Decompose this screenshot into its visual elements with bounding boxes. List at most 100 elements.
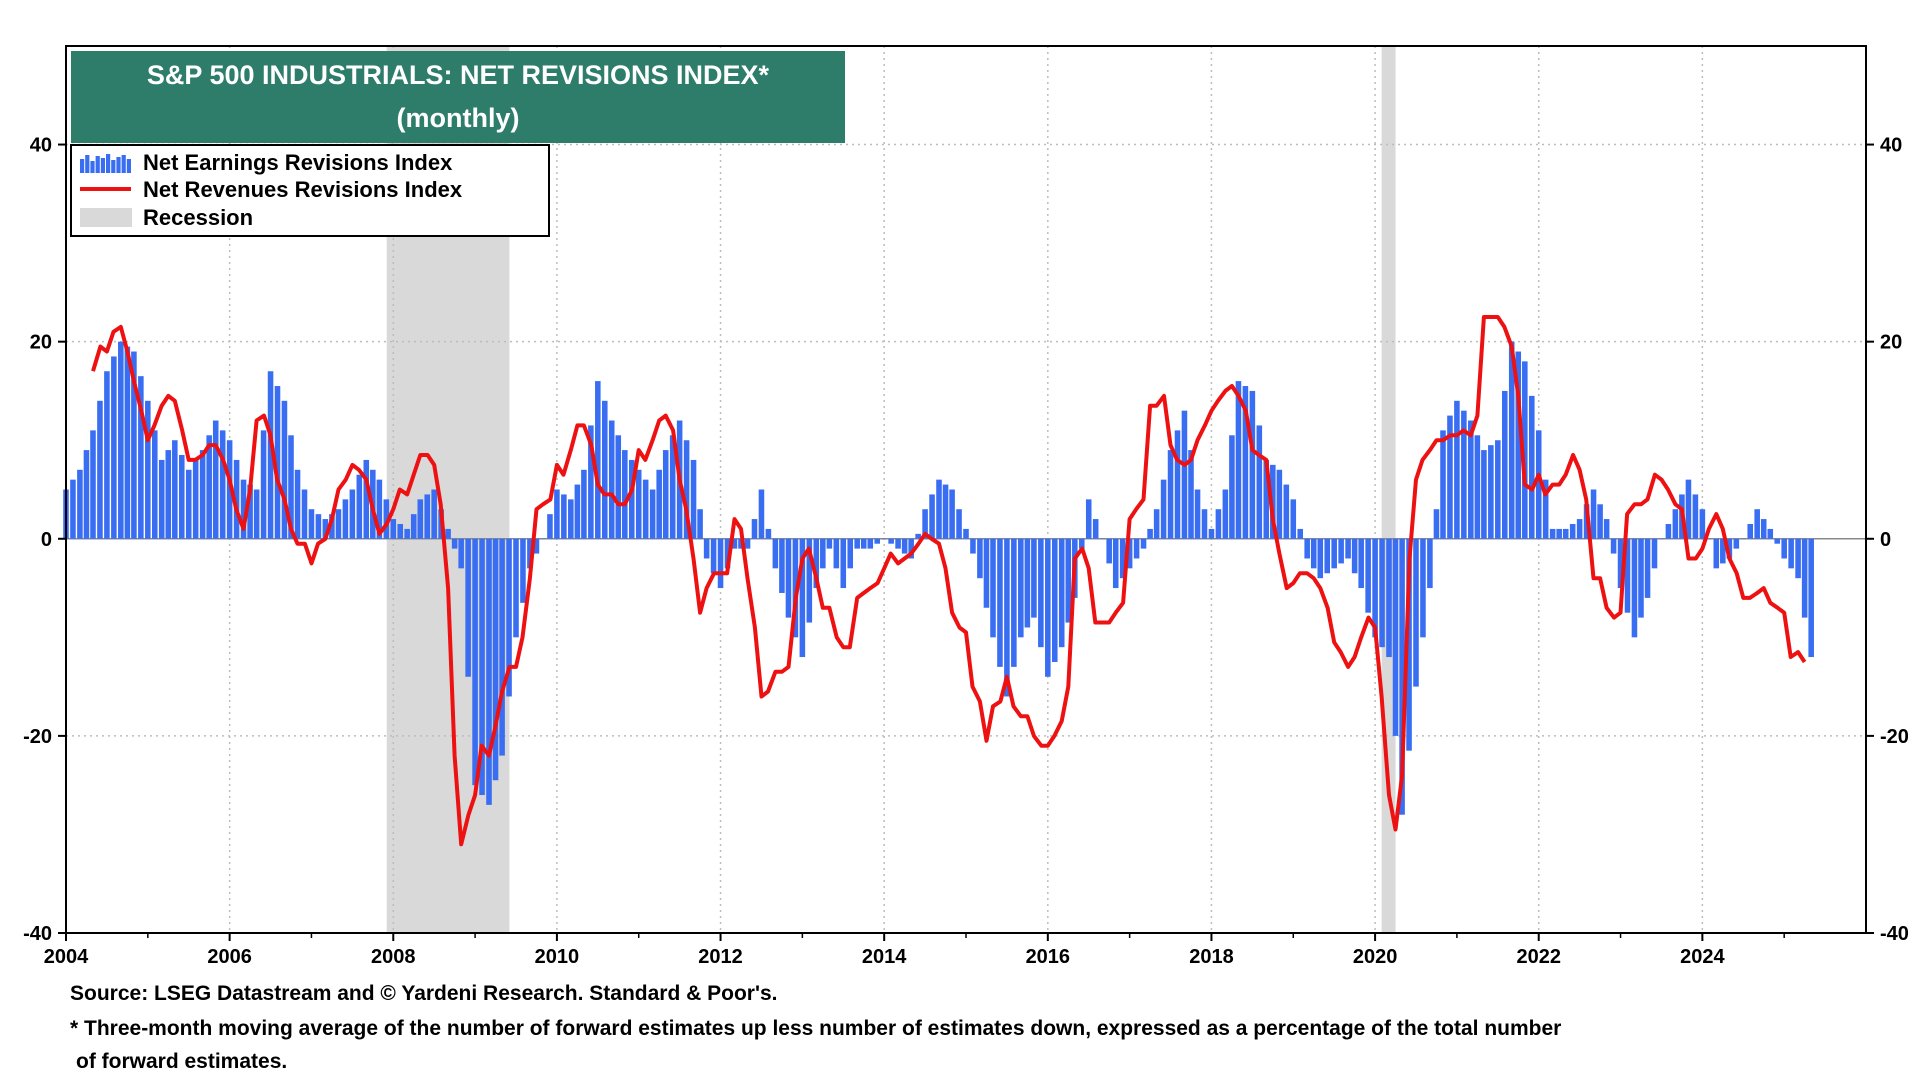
earnings-bar	[854, 538, 860, 549]
legend-mini-bar	[116, 157, 121, 173]
earnings-bar	[751, 519, 758, 539]
earnings-bar	[145, 400, 151, 539]
earnings-bar	[397, 523, 404, 539]
earnings-bar	[363, 459, 370, 539]
earnings-bar	[247, 484, 253, 539]
earnings-bar	[288, 435, 294, 539]
legend-mini-bar	[85, 155, 90, 173]
earnings-bar	[840, 538, 847, 589]
earnings-bar	[813, 538, 820, 589]
earnings-bar	[486, 538, 492, 805]
legend-label-recession: Recession	[143, 205, 253, 230]
earnings-bar	[1576, 519, 1583, 539]
y-tick-label-left: -20	[23, 726, 52, 748]
earnings-bar	[111, 356, 117, 539]
earnings-bar	[1644, 538, 1651, 598]
earnings-bar	[1699, 509, 1706, 539]
source-note: Source: LSEG Datastream and © Yardeni Re…	[70, 982, 778, 1005]
earnings-bar	[1256, 425, 1263, 539]
earnings-bar	[1754, 509, 1760, 539]
earnings-bar	[445, 528, 451, 539]
earnings-bar	[1379, 538, 1385, 648]
earnings-bar	[997, 538, 1003, 667]
earnings-bar	[1726, 538, 1733, 559]
earnings-bar	[1065, 538, 1072, 623]
earnings-bar	[219, 430, 226, 539]
earnings-bar	[561, 494, 567, 539]
earnings-bar	[1133, 538, 1140, 559]
earnings-bar	[1004, 538, 1010, 697]
earnings-bar	[929, 494, 935, 539]
earnings-bar	[963, 528, 969, 539]
earnings-bar	[97, 400, 103, 539]
earnings-bar	[315, 514, 322, 539]
earnings-bar	[1290, 499, 1297, 539]
earnings-bar	[635, 469, 642, 539]
earnings-bar	[1440, 430, 1446, 539]
legend: Net Earnings Revisions Index Net Revenue…	[70, 144, 550, 237]
plot-frame	[65, 45, 1867, 934]
legend-mini-bar	[126, 159, 131, 173]
earnings-bar	[1788, 538, 1794, 569]
earnings-bar	[970, 538, 976, 554]
earnings-bar	[601, 400, 608, 539]
earnings-bar	[1011, 538, 1017, 667]
y-tick-label-right: 40	[1880, 135, 1902, 157]
earnings-bar	[1658, 538, 1665, 540]
y-tick-label-right: -40	[1880, 923, 1909, 945]
earnings-bar	[1413, 538, 1419, 687]
legend-mini-bar	[100, 158, 105, 173]
earnings-bar	[915, 533, 921, 539]
earnings-bar	[1188, 450, 1194, 539]
earnings-bar	[772, 538, 779, 569]
legend-mini-bar	[106, 154, 111, 173]
earnings-bar	[356, 474, 363, 539]
x-tick-label: 2014	[862, 946, 907, 968]
earnings-bar	[1767, 528, 1774, 539]
earnings-bar	[1153, 509, 1160, 539]
earnings-bar	[860, 538, 867, 549]
revenues-line-layer	[91, 315, 1807, 847]
earnings-bar	[881, 538, 887, 540]
earnings-bar	[1386, 538, 1392, 658]
earnings-bar	[1447, 415, 1453, 539]
earnings-bar	[1345, 538, 1351, 559]
earnings-bar	[513, 538, 519, 638]
earnings-bar	[322, 519, 329, 539]
earnings-bar	[1454, 400, 1460, 539]
earnings-bar	[820, 538, 826, 569]
earnings-bar	[792, 538, 799, 638]
x-tick-label: 2016	[1026, 946, 1071, 968]
earnings-bar	[1433, 509, 1440, 539]
earnings-bar	[1631, 538, 1638, 638]
earnings-bar	[1276, 469, 1283, 539]
earnings-bar	[1603, 519, 1610, 539]
earnings-bar	[1781, 538, 1787, 559]
earnings-bar	[1481, 450, 1487, 539]
y-tick-label-right: 20	[1880, 332, 1902, 354]
earnings-bar	[451, 538, 458, 549]
earnings-bar	[1106, 538, 1112, 564]
earnings-bar	[1556, 528, 1562, 539]
earnings-bar	[492, 538, 499, 781]
earnings-bar	[1461, 410, 1467, 539]
legend-mini-bar	[95, 156, 100, 173]
x-tick-label: 2022	[1516, 946, 1561, 968]
earnings-bar	[895, 538, 901, 549]
earnings-bar	[1099, 538, 1106, 540]
earnings-bar	[642, 479, 649, 539]
earnings-bar	[1747, 523, 1754, 539]
earnings-bar	[1535, 430, 1542, 539]
earnings-bar	[936, 479, 942, 539]
earnings-bar	[1590, 489, 1597, 539]
earnings-bar	[1208, 528, 1215, 539]
x-tick-label: 2004	[44, 946, 89, 968]
earnings-bar	[417, 499, 424, 539]
earnings-bar	[479, 538, 485, 796]
earnings-bar	[1420, 538, 1426, 638]
x-tick-label: 2010	[535, 946, 580, 968]
earnings-bar	[206, 435, 212, 539]
earnings-bar	[1112, 538, 1119, 589]
earnings-bar	[383, 499, 390, 539]
earnings-bar	[1085, 499, 1092, 539]
